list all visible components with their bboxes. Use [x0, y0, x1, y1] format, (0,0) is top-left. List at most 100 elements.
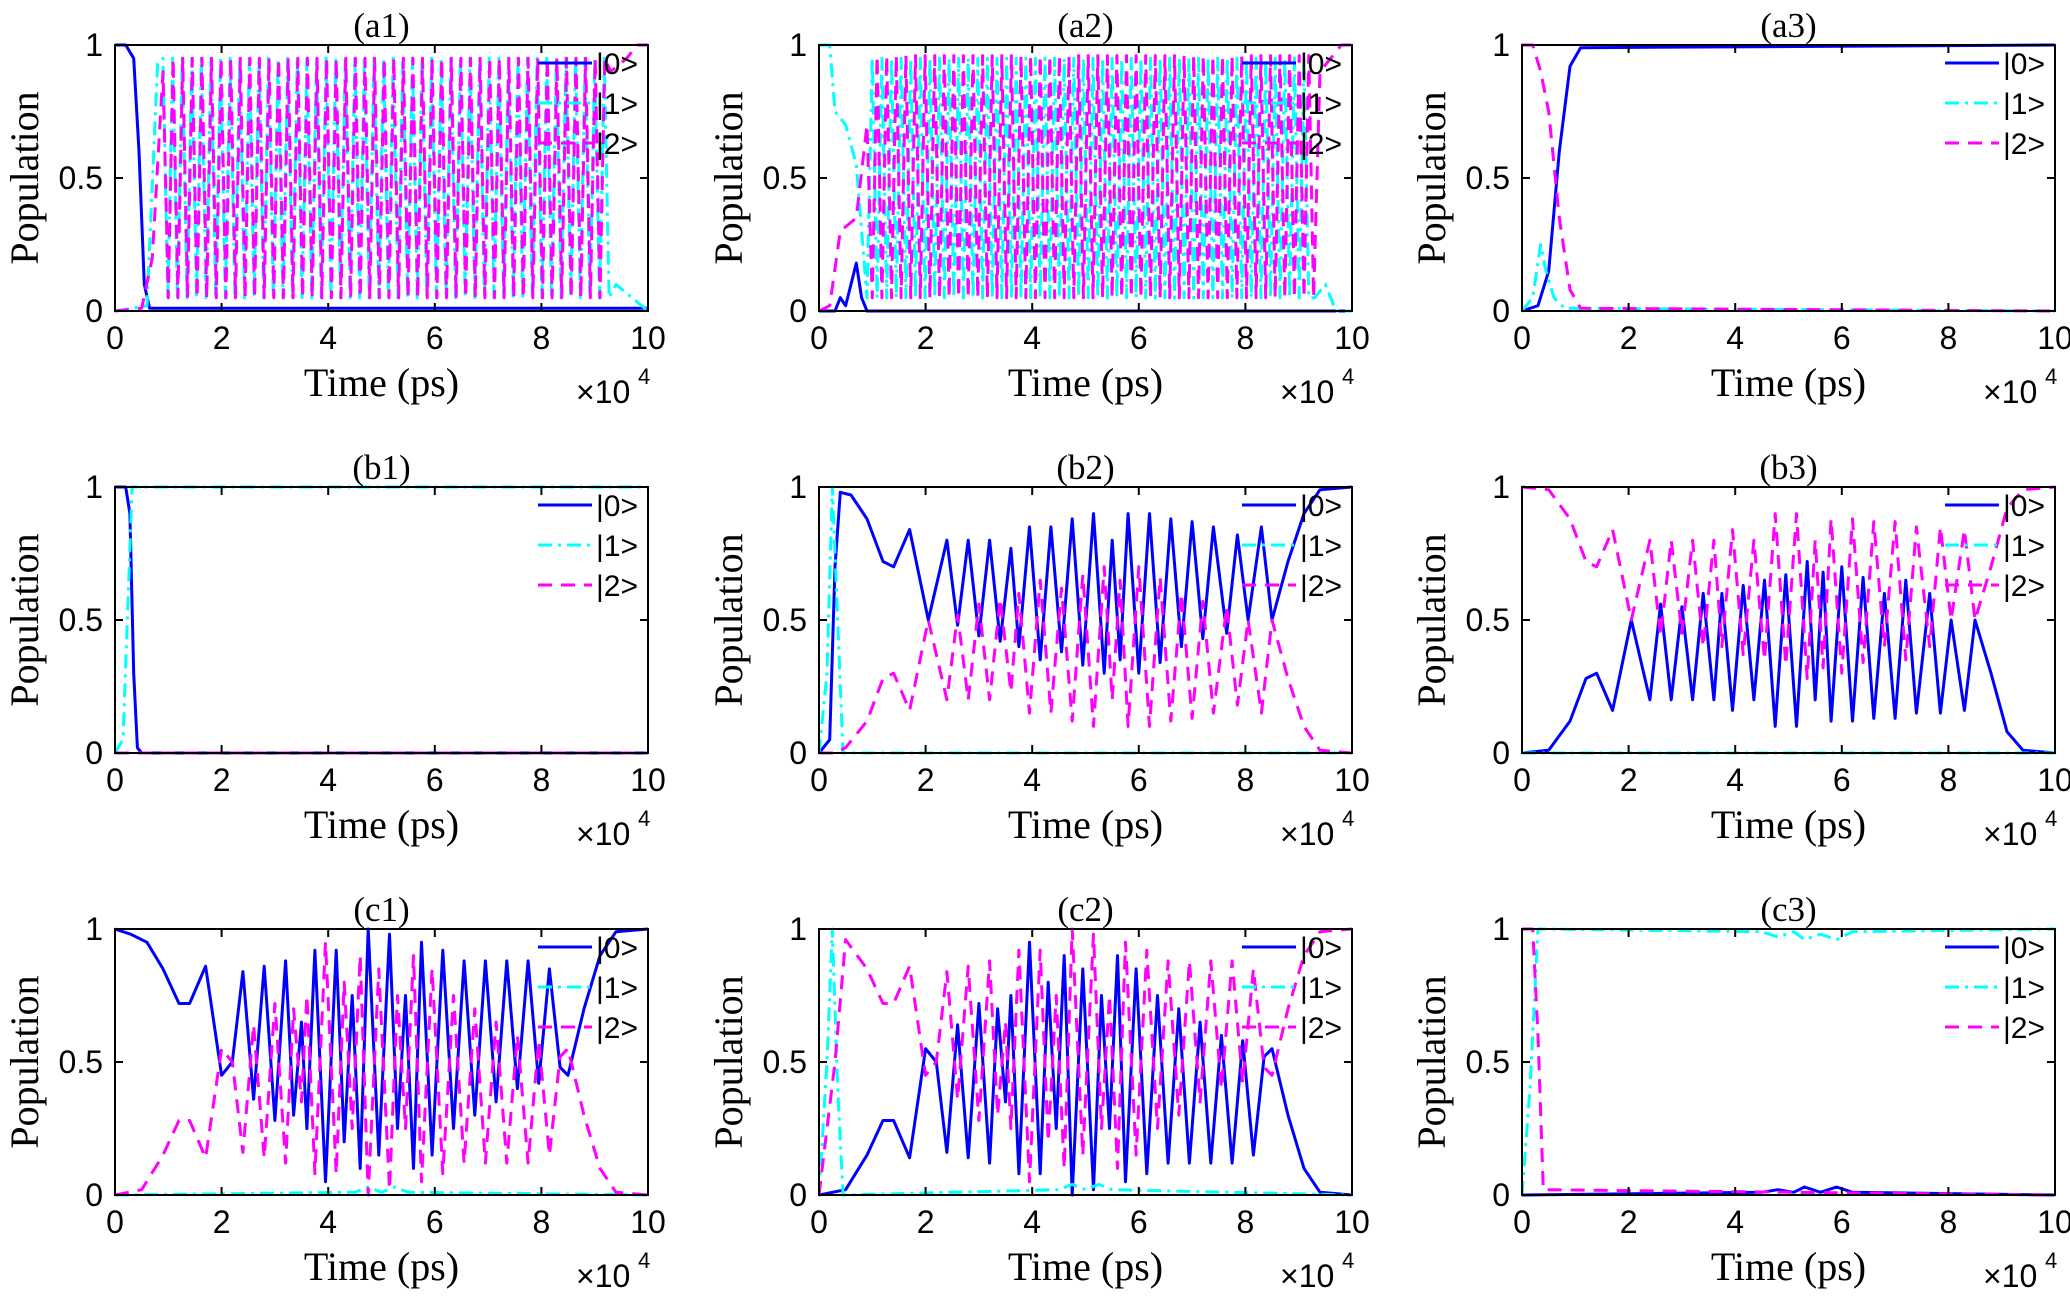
x-tick-label: 8 — [533, 320, 551, 356]
legend: |0> |1> |2> — [538, 490, 638, 603]
x-multiplier-exponent: 4 — [1342, 1248, 1354, 1273]
y-tick-label: 0 — [85, 1177, 103, 1213]
panel-title: (b3) — [1759, 448, 1817, 487]
series-line-0 — [819, 261, 1352, 313]
series-line-1 — [819, 927, 1352, 1197]
plot-area — [1521, 44, 2056, 312]
series-line-2 — [819, 565, 1352, 755]
x-tick-label: 10 — [2037, 1204, 2070, 1240]
legend: |0> |1> |2> — [1945, 490, 2045, 603]
y-tick-label: 0.5 — [763, 1044, 807, 1080]
x-tick-label: 4 — [1023, 762, 1041, 798]
legend-label: |2> — [2003, 1012, 2045, 1045]
series-line-0 — [115, 927, 648, 1184]
legend-label: |2> — [596, 570, 638, 603]
x-tick-label: 0 — [810, 762, 828, 798]
x-multiplier-exponent: 4 — [1342, 806, 1354, 831]
series-line-2 — [115, 43, 648, 313]
x-multiplier: ×10 4 — [1983, 364, 2057, 410]
y-axis-label: Population — [2, 975, 47, 1148]
legend-label: |2> — [1300, 128, 1342, 161]
x-multiplier: ×10 4 — [1280, 364, 1354, 410]
x-tick-label: 2 — [1620, 762, 1638, 798]
plot-area — [818, 928, 1353, 1196]
y-axis-label: Population — [706, 975, 751, 1148]
y-tick-label: 0 — [789, 293, 807, 329]
series-group — [819, 43, 1352, 313]
series-line-2 — [1522, 43, 2055, 313]
x-multiplier-exponent: 4 — [638, 364, 650, 389]
legend-label: |1> — [596, 972, 638, 1005]
x-multiplier: ×10 4 — [1280, 1248, 1354, 1294]
legend-label: |1> — [2003, 972, 2045, 1005]
series-group — [819, 927, 1352, 1197]
plot-area — [1521, 928, 2056, 1196]
y-axis-label: Population — [1409, 975, 1454, 1148]
y-tick-label: 1 — [789, 911, 807, 947]
panel-title: (c1) — [353, 890, 409, 929]
y-axis-label: Population — [706, 91, 751, 264]
legend-label: |2> — [596, 128, 638, 161]
series-group — [1522, 43, 2055, 313]
series-line-2 — [819, 927, 1352, 1196]
legend-label: |2> — [2003, 570, 2045, 603]
plot-area — [114, 928, 649, 1196]
x-tick-label: 0 — [106, 320, 124, 356]
x-tick-label: 4 — [1726, 762, 1744, 798]
panel-title: (a2) — [1057, 6, 1113, 45]
y-axis-label: Population — [1409, 91, 1454, 264]
x-tick-label: 4 — [319, 320, 337, 356]
x-tick-label: 0 — [810, 320, 828, 356]
legend: |0> |1> |2> — [1242, 48, 1342, 161]
x-tick-label: 2 — [1620, 1204, 1638, 1240]
x-tick-label: 8 — [1940, 1204, 1958, 1240]
x-tick-label: 6 — [426, 1204, 444, 1240]
legend-label: |0> — [2003, 932, 2045, 965]
y-tick-label: 0.5 — [59, 160, 103, 196]
panel-title: (c3) — [1760, 890, 1816, 929]
series-line-2 — [1522, 485, 2055, 680]
legend-label: |1> — [1300, 88, 1342, 121]
panel-a1: 0 2 4 6 8 10 0 0.5 1 (a1) Time (ps) Population ×10 4 |… — [2, 6, 666, 410]
legend-label: |1> — [1300, 530, 1342, 563]
x-tick-label: 10 — [630, 762, 666, 798]
y-tick-label: 1 — [85, 469, 103, 505]
y-tick-label: 1 — [1492, 27, 1510, 63]
panel-c1: 0 2 4 6 8 10 0 0.5 1 (c1) Time (ps) Population ×10 4 |… — [2, 890, 666, 1294]
x-tick-label: 8 — [1237, 762, 1255, 798]
x-tick-label: 8 — [1940, 762, 1958, 798]
panel-b2: 0 2 4 6 8 10 0 0.5 1 (b2) Time (ps) Population ×10 4 |… — [706, 448, 1370, 852]
x-tick-label: 6 — [1833, 762, 1851, 798]
x-tick-label: 10 — [630, 1204, 666, 1240]
legend-label: |0> — [1300, 490, 1342, 523]
x-multiplier: ×10 4 — [576, 806, 650, 852]
y-tick-label: 0 — [789, 1177, 807, 1213]
x-multiplier-base: ×10 — [1983, 374, 2037, 410]
legend: |0> |1> |2> — [1945, 932, 2045, 1045]
y-tick-label: 0.5 — [1466, 1044, 1510, 1080]
x-axis-label: Time (ps) — [304, 802, 459, 847]
plot-area — [114, 486, 649, 754]
x-multiplier-base: ×10 — [1983, 1258, 2037, 1294]
x-multiplier-base: ×10 — [1983, 816, 2037, 852]
y-axis-label: Population — [2, 533, 47, 706]
x-tick-label: 10 — [2037, 320, 2070, 356]
x-axis-label: Time (ps) — [304, 1244, 459, 1289]
x-multiplier: ×10 4 — [1280, 806, 1354, 852]
x-tick-label: 6 — [426, 320, 444, 356]
x-tick-label: 10 — [1334, 1204, 1370, 1240]
panel-b1: 0 2 4 6 8 10 0 0.5 1 (b1) Time (ps) Population ×10 4 |… — [2, 448, 666, 852]
legend: |0> |1> |2> — [1242, 490, 1342, 603]
y-tick-label: 0.5 — [1466, 602, 1510, 638]
x-tick-label: 8 — [533, 762, 551, 798]
series-line-0 — [1522, 560, 2055, 755]
y-tick-label: 0 — [1492, 735, 1510, 771]
y-tick-label: 0.5 — [763, 160, 807, 196]
series-line-1 — [1522, 243, 2055, 313]
x-multiplier: ×10 4 — [576, 364, 650, 410]
panel-title: (c2) — [1057, 890, 1113, 929]
x-tick-label: 0 — [810, 1204, 828, 1240]
x-tick-label: 6 — [1833, 320, 1851, 356]
legend-label: |0> — [596, 932, 638, 965]
